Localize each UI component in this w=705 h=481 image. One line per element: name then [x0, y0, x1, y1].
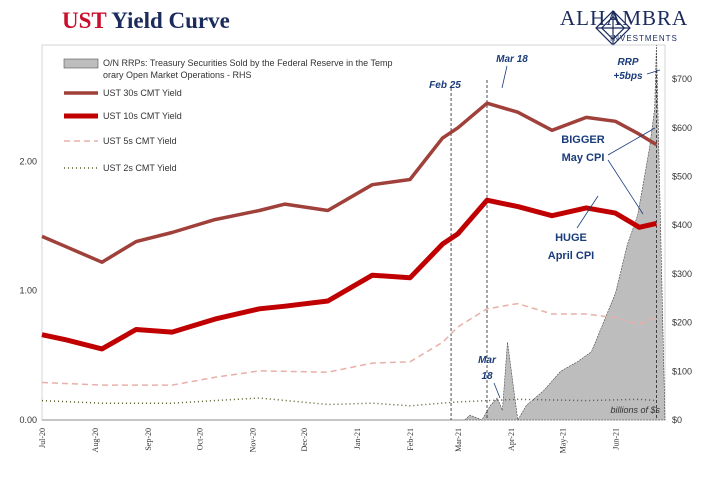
x-tick: Nov-20 — [249, 428, 258, 452]
chart-title: UST Yield Curve — [62, 8, 230, 34]
annotation-may-cpi: May CPI — [562, 152, 605, 164]
annotation-april-cpi: April CPI — [548, 250, 594, 262]
annotation-mar18-low-arrow — [493, 382, 501, 399]
series-line-2 — [41, 302, 657, 386]
y-right-tick: $100 — [672, 366, 692, 376]
y-right-tick: $200 — [672, 318, 692, 328]
x-tick: Apr-21 — [507, 428, 516, 451]
rrp-area-series — [42, 44, 666, 421]
legend-label-4: UST 2s CMT Yield — [103, 163, 177, 173]
annotation-april-cpi-arrow — [576, 195, 599, 229]
right-axis-units: billions of $s — [610, 405, 660, 415]
x-tick: Sep-20 — [144, 428, 153, 451]
legend-label-2: UST 10s CMT Yield — [103, 111, 182, 121]
title-prefix: UST — [62, 8, 107, 33]
y-left-tick: 2.00 — [19, 156, 37, 166]
legend-label-1: UST 30s CMT Yield — [103, 88, 182, 98]
annotation-mar18-top: Mar 18 — [496, 54, 528, 65]
series-line-0 — [41, 101, 658, 264]
legend-label-3: UST 5s CMT Yield — [103, 136, 177, 146]
legend-label-rrp-2: orary Open Market Operations - RHS — [103, 70, 252, 80]
annotation-rrp: RRP — [617, 57, 638, 68]
annotation-may-cpi-arrow-1 — [607, 127, 656, 156]
y-left-tick: 0.00 — [19, 415, 37, 425]
annotation-may-cpi-arrow-2 — [607, 159, 644, 215]
y-right-tick: $700 — [672, 74, 692, 84]
y-right-tick: $0 — [672, 415, 682, 425]
annotation-mar18-low-2: 18 — [481, 371, 493, 382]
y-left-tick: 1.00 — [19, 286, 37, 296]
x-tick: Jul-20 — [38, 428, 47, 448]
annotation-bigger: BIGGER — [561, 134, 604, 146]
x-tick: May-21 — [558, 428, 567, 453]
alhambra-logo-icon — [595, 10, 631, 46]
y-right-tick: $300 — [672, 269, 692, 279]
x-tick: Jan-21 — [353, 428, 362, 449]
y-right-tick: $400 — [672, 220, 692, 230]
x-tick: Mar-21 — [454, 428, 463, 452]
annotation-rrp-arrow — [646, 69, 661, 75]
y-right-tick: $500 — [672, 171, 692, 181]
annotation-huge: HUGE — [555, 232, 587, 244]
x-tick: Dec-20 — [300, 428, 309, 452]
x-tick: Aug-20 — [91, 428, 100, 452]
annotation-mar18-low: Mar — [478, 355, 497, 366]
annotation-feb25: Feb 25 — [429, 80, 461, 91]
x-tick: Jun-21 — [611, 428, 620, 450]
legend-swatch-rrp — [63, 58, 99, 69]
logo-sub: INVESTMENTS — [610, 34, 678, 43]
y-right-tick: $600 — [672, 123, 692, 133]
annotation-rrp-bps: +5bps — [613, 71, 643, 82]
legend-label-rrp-1: O/N RRPs: Treasury Securities Sold by th… — [103, 58, 392, 68]
annotation-mar18-arrow — [501, 65, 508, 89]
series-line-1 — [41, 197, 657, 352]
x-tick: Oct-20 — [196, 428, 205, 450]
x-tick: Feb-21 — [406, 428, 415, 451]
title-rest: Yield Curve — [111, 8, 230, 33]
logo-name: ALHAMBRA — [560, 6, 689, 30]
